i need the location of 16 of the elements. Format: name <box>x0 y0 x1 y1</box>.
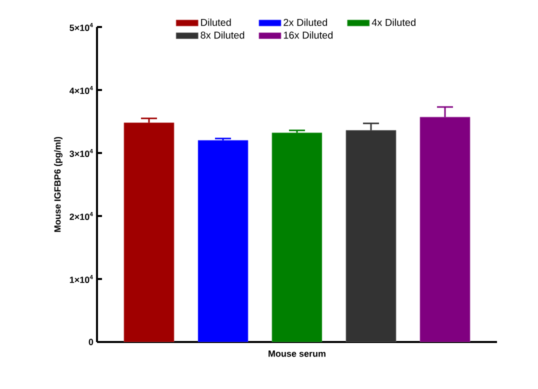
y-tick-label: 5×10$^{4}$ <box>70 22 93 32</box>
y-axis-title: Mouse IGFBP6 (pg/ml) <box>54 136 62 232</box>
y-tick-label: 0 <box>88 338 94 346</box>
y-tick-label: 2×10$^{4}$ <box>70 212 93 220</box>
bar <box>272 132 322 342</box>
legend-label: 16x Diluted <box>284 31 333 39</box>
x-tick-label: Mouse serum <box>268 350 326 357</box>
y-tick-label: 4×10$^{4}$ <box>70 86 93 94</box>
legend-label: 2x Diluted <box>284 18 327 26</box>
y-tick-label: 1×10$^{4}$ <box>70 274 93 284</box>
legend-label: 8x Diluted <box>200 31 244 39</box>
bar <box>124 122 174 342</box>
legend-label: Diluted <box>201 18 231 26</box>
y-tick-label: 3×10$^{4}$ <box>70 148 93 158</box>
bar <box>198 140 248 342</box>
legend-label: 4x Diluted <box>372 18 416 26</box>
